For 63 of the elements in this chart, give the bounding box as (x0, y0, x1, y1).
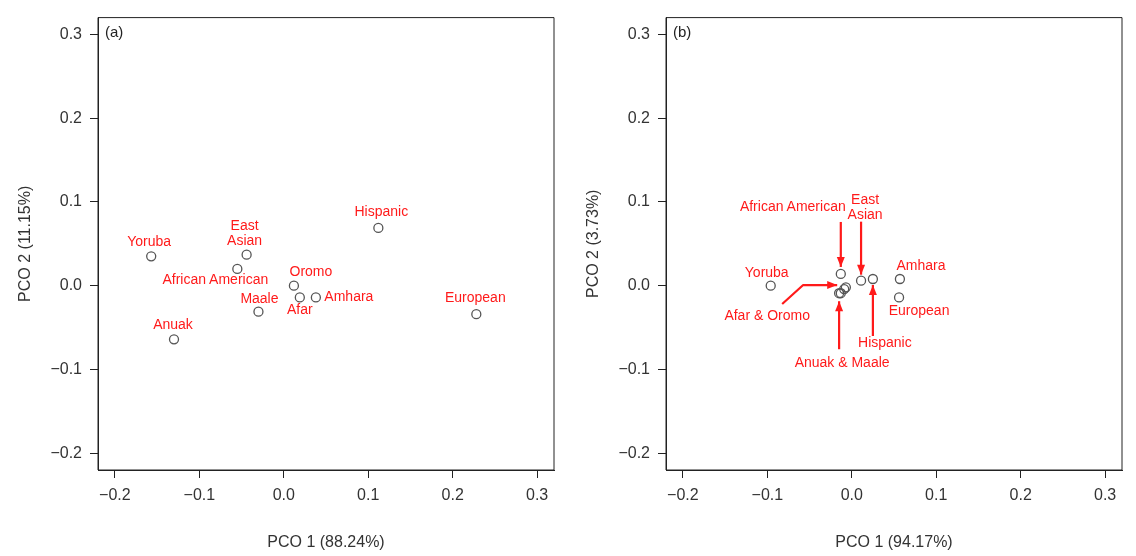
point (471, 309, 482, 320)
point (894, 273, 906, 285)
point (310, 292, 322, 303)
x-tick-label: 0.2 (1009, 486, 1032, 504)
y-tick-label: 0.1 (59, 192, 83, 210)
point (765, 280, 776, 291)
y-tick-label: 0.0 (59, 276, 83, 294)
y-tick-label: 0.2 (59, 108, 83, 126)
annotation: Hispanic (354, 202, 409, 219)
point (373, 222, 384, 234)
point (288, 280, 300, 291)
y-tick-label: −0.1 (50, 359, 83, 377)
annotation: Anuak & Maale (794, 354, 890, 371)
x-tick-label: −0.1 (183, 486, 216, 504)
chart-title: (b) (673, 22, 692, 40)
annotation: Afar (286, 301, 313, 318)
annotation: African American (739, 197, 846, 214)
x-tick-label: 0.1 (357, 486, 380, 504)
y-tick-label: 0.1 (627, 192, 651, 210)
x-tick-label: 0.2 (441, 486, 464, 504)
annotation: European (888, 302, 950, 319)
annotation: Amhara (896, 256, 946, 273)
annotation: Anuak (153, 316, 194, 333)
point (893, 292, 905, 303)
point (294, 292, 305, 303)
x-axis-title: PCO 1 (94.17%) (835, 532, 953, 550)
x-tick-label: −0.1 (751, 486, 784, 504)
x-tick-label: 0.1 (925, 486, 948, 504)
x-axis-title: PCO 1 (88.24%) (267, 532, 385, 550)
point (835, 268, 846, 280)
y-tick-label: 0.3 (59, 24, 83, 42)
annotation: Yoruba (744, 263, 789, 280)
y-tick-label: −0.2 (50, 443, 83, 461)
annotation: European (444, 289, 506, 306)
chart-title: (a) (105, 22, 124, 40)
point (146, 251, 157, 262)
point (867, 273, 879, 285)
x-tick-label: 0.3 (525, 486, 549, 504)
x-tick-label: 0.0 (840, 486, 863, 504)
point (241, 249, 252, 260)
point (855, 275, 867, 286)
y-tick-label: 0.2 (627, 108, 651, 126)
annotation: African American (162, 270, 269, 287)
annotation: Maale (240, 289, 279, 306)
y-tick-label: 0.3 (627, 24, 651, 42)
x-tick-label: 0.3 (1093, 486, 1117, 504)
x-tick-label: −0.2 (99, 486, 131, 504)
annotation: Amhara (324, 288, 374, 305)
x-tick-label: −0.2 (667, 486, 699, 504)
annotation: East Asian (227, 216, 263, 248)
x-tick-label: 0.0 (272, 486, 295, 504)
y-axis-title: PCO 2 (11.15%) (16, 185, 34, 302)
annotation: East Asian (847, 190, 883, 222)
point (253, 306, 264, 317)
y-tick-label: −0.2 (618, 443, 651, 461)
annotation: Oromo (289, 262, 333, 279)
annotation: Yoruba (127, 233, 172, 250)
y-tick-label: 0.0 (627, 276, 651, 294)
annotation: Hispanic (858, 333, 912, 350)
y-tick-label: −0.1 (618, 359, 651, 377)
y-axis-title: PCO 2 (3.73%) (584, 189, 602, 299)
annotation: Afar & Oromo (724, 306, 811, 323)
point (168, 334, 180, 345)
